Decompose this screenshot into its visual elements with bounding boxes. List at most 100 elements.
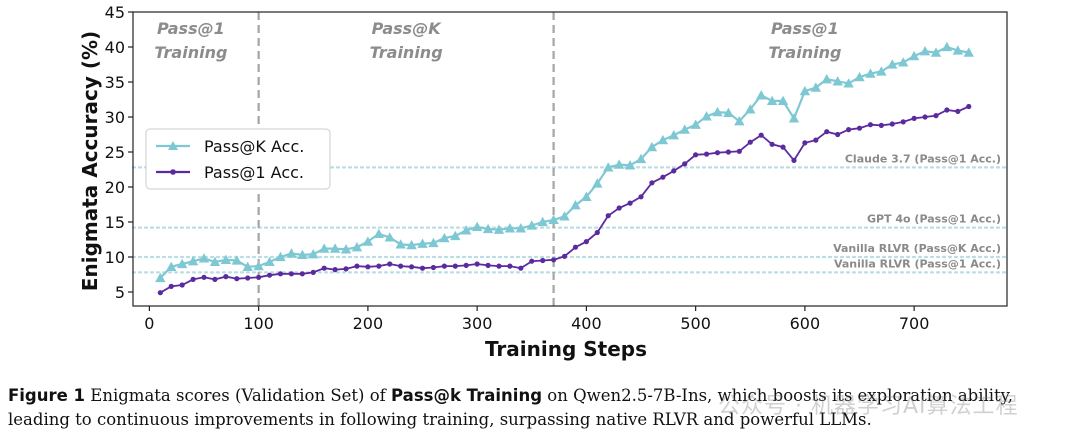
pass-k-point-36 (548, 214, 559, 225)
pass-k-point-42 (613, 159, 625, 169)
phase-label-top-1: Pass@K (372, 19, 443, 38)
pass-1-point-71 (933, 113, 939, 119)
pass-1-point-70 (922, 114, 928, 120)
pass-k-point-51 (712, 106, 723, 117)
pass-k-point-26 (439, 232, 450, 243)
pass-1-point-52 (725, 149, 732, 155)
pass-1-point-49 (693, 152, 699, 158)
legend-label-1: Pass@1 Acc. (204, 163, 304, 182)
pass-1-point-25 (430, 264, 437, 271)
pass-1-point-45 (649, 180, 655, 186)
pass-k-point-65 (865, 68, 876, 78)
pass-k-point-48 (679, 124, 690, 134)
pass-k-point-28 (461, 225, 472, 235)
pass-1-point-47 (671, 168, 677, 174)
pass-k-point-71 (930, 47, 942, 57)
pass-k-point-2 (176, 258, 188, 269)
pass-1-point-13 (299, 271, 305, 277)
pass-1-point-8 (245, 275, 251, 281)
pass-1-point-39 (583, 239, 589, 245)
pass-1-point-58 (791, 157, 797, 163)
legend-label-0: Pass@K Acc. (204, 137, 304, 156)
watermark-text: 公众号 · 机器学习AI算法工程 (718, 394, 1019, 419)
y-axis-title: Enigmata Accuracy (%) (78, 31, 102, 291)
pass-1-point-48 (682, 161, 688, 167)
pass-1-point-59 (802, 140, 808, 146)
y-tick-label-7: 40 (105, 38, 125, 57)
phase-label-top-2: Pass@1 (771, 19, 839, 38)
x-tick-label-6: 600 (790, 314, 821, 333)
x-tick-label-2: 200 (353, 314, 384, 333)
pass-1-point-31 (496, 263, 502, 269)
pass-k-point-12 (286, 248, 297, 258)
pass-1-point-65 (867, 122, 874, 128)
pass-k-point-55 (755, 90, 767, 100)
pass-1-point-38 (572, 244, 579, 250)
pass-1-point-26 (441, 263, 447, 269)
pass-k-point-30 (482, 223, 494, 234)
pass-1-point-29 (474, 261, 480, 267)
plot-frame (132, 11, 1008, 307)
pass-1-point-51 (714, 150, 721, 156)
pass-k-point-68 (898, 57, 909, 67)
pass-k-point-33 (515, 223, 527, 233)
figure-label: Figure 1 (8, 386, 86, 405)
pass-1-point-28 (463, 262, 469, 268)
pass-1-point-67 (889, 121, 895, 127)
pass-k-point-10 (264, 256, 275, 267)
pass-k-point-35 (537, 216, 548, 227)
pass-1-point-27 (452, 263, 458, 269)
pass-k-point-46 (657, 134, 669, 145)
pass-k-point-27 (450, 230, 461, 241)
pass-k-point-47 (668, 130, 679, 140)
x-tick-label-0: 0 (144, 314, 154, 333)
pass-1-point-15 (321, 265, 327, 271)
pass-k-point-23 (406, 239, 417, 250)
pass-1-point-37 (561, 253, 568, 259)
baseline-label-2: Vanilla RLVR (Pass@K Acc.) (833, 242, 1001, 255)
pass-k-point-52 (723, 107, 734, 117)
pass-1-point-66 (878, 122, 884, 128)
y-tick-label-5: 30 (105, 108, 125, 127)
y-tick-label-4: 25 (105, 143, 125, 162)
pass-1-point-20 (376, 263, 382, 269)
pass-1-point-73 (955, 108, 961, 114)
pass-1-point-5 (212, 276, 218, 282)
pass-1-point-44 (638, 194, 644, 200)
x-tick-label-3: 300 (462, 314, 493, 333)
pass-k-point-41 (603, 162, 614, 172)
pass-k-point-72 (941, 41, 953, 52)
pass-1-point-24 (419, 265, 426, 271)
pass-k-point-74 (963, 47, 974, 57)
pass-k-point-8 (242, 261, 253, 271)
pass-k-point-9 (253, 260, 264, 271)
figure-caption: Figure 1 Enigmata scores (Validation Set… (8, 384, 1072, 432)
pass-1-point-4 (201, 274, 207, 280)
pass-k-point-57 (777, 95, 789, 106)
pass-k-point-6 (220, 254, 232, 264)
pass-1-point-23 (408, 264, 415, 270)
pass-1-point-55 (758, 132, 764, 138)
legend-box (145, 128, 331, 190)
pass-1-point-30 (485, 262, 491, 268)
pass-k-point-29 (471, 221, 483, 232)
pass-1-point-61 (824, 129, 830, 135)
pass-1-point-60 (813, 137, 819, 143)
pass-1-point-40 (594, 229, 600, 236)
pass-k-point-43 (624, 160, 636, 170)
phase-label-top-0: Pass@1 (157, 19, 225, 38)
pass-k-point-25 (428, 237, 439, 248)
x-tick-label-1: 100 (243, 314, 274, 333)
pass-1-point-46 (660, 174, 666, 180)
pass-k-point-66 (876, 66, 887, 76)
pass-k-point-59 (799, 85, 811, 96)
pass-1-point-17 (343, 266, 349, 272)
pass-k-point-37 (559, 211, 570, 221)
pass-k-point-67 (887, 59, 898, 69)
pass-k-point-60 (810, 82, 822, 92)
pass-k-point-3 (187, 256, 199, 266)
pass-k-point-38 (570, 200, 581, 210)
pass-1-point-57 (780, 144, 786, 150)
x-axis-title: Training Steps (485, 337, 647, 361)
pass-k-point-15 (318, 243, 330, 253)
